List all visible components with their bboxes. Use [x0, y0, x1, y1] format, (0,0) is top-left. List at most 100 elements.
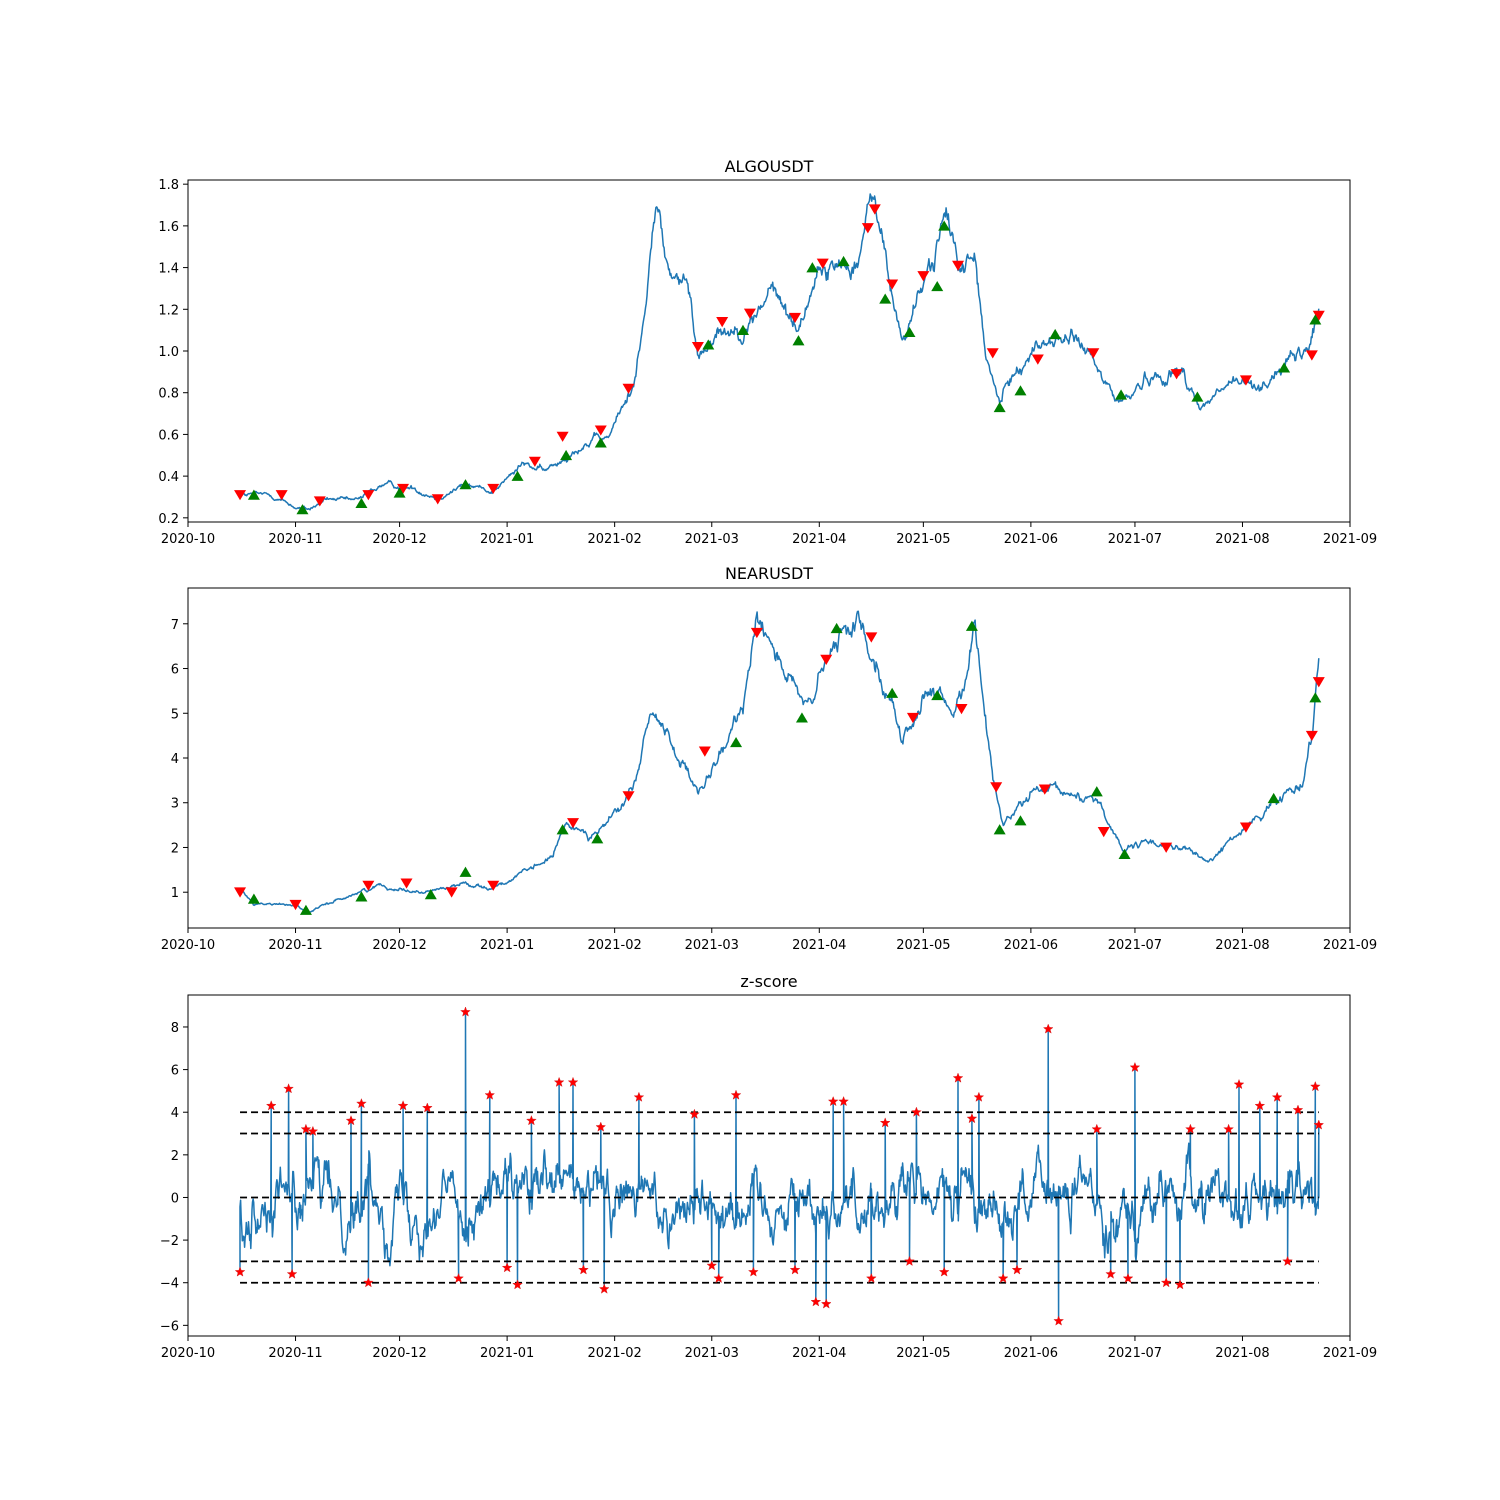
signal-star-marker	[706, 1259, 718, 1271]
signal-star-marker	[1053, 1315, 1065, 1326]
panel-title-algousdt: ALGOUSDT	[725, 157, 814, 176]
signal-star-marker	[512, 1279, 523, 1290]
buy-marker	[931, 280, 944, 292]
x-tick-label: 2020-11	[268, 532, 322, 547]
signal-star-marker	[1129, 1061, 1141, 1073]
signal-star-marker	[397, 1100, 409, 1111]
y-tick-label: 3	[171, 797, 179, 812]
y-tick-label: 1	[171, 886, 179, 901]
x-tick-label: 2021-08	[1215, 1346, 1269, 1361]
x-tick-label: 2021-04	[792, 938, 846, 953]
sell-marker	[567, 818, 580, 829]
sell-marker	[275, 490, 288, 501]
buy-marker	[736, 324, 749, 335]
axes-frame	[187, 587, 1351, 929]
buy-marker	[795, 712, 808, 723]
x-tick-label: 2021-06	[1004, 1346, 1058, 1361]
y-tick-label: 2	[171, 1149, 179, 1164]
signal-star-marker	[1160, 1276, 1172, 1288]
price-series-line	[239, 610, 1320, 914]
y-tick-label: 1.6	[158, 220, 179, 235]
signal-star-marker	[234, 1266, 246, 1277]
signal-star-marker	[827, 1095, 839, 1107]
y-tick-label: 7	[171, 618, 179, 633]
x-tick-label: 2021-05	[896, 938, 950, 953]
buy-marker	[355, 891, 368, 902]
signal-star-marker	[300, 1123, 312, 1134]
y-tick-label: −2	[160, 1234, 179, 1249]
signal-star-marker	[1233, 1078, 1245, 1090]
sell-marker	[397, 483, 410, 495]
y-tick-label: 6	[171, 663, 179, 678]
sell-marker	[917, 271, 930, 282]
x-tick-label: 2021-05	[896, 1346, 950, 1361]
signal-star-marker	[730, 1089, 742, 1100]
signal-star-marker	[966, 1112, 978, 1124]
x-tick-label: 2021-02	[587, 532, 641, 547]
sell-marker	[1305, 730, 1318, 742]
sell-marker	[886, 279, 899, 290]
buy-marker	[393, 487, 406, 498]
signal-star-marker	[1223, 1123, 1235, 1134]
y-tick-label: 0	[171, 1191, 179, 1206]
sell-marker	[865, 632, 878, 643]
x-tick-label: 2020-11	[268, 938, 322, 953]
buy-marker	[993, 401, 1006, 413]
sell-marker	[955, 703, 968, 715]
signal-star-marker	[713, 1272, 725, 1284]
x-tick-label: 2021-08	[1215, 532, 1269, 547]
sell-marker	[716, 317, 729, 328]
buy-marker	[903, 326, 916, 338]
signal-star-marker	[453, 1272, 464, 1284]
sell-marker	[1097, 827, 1110, 838]
signal-star-marker	[421, 1102, 433, 1113]
signal-star-marker	[578, 1264, 589, 1275]
x-tick-label: 2021-07	[1108, 1346, 1162, 1361]
sell-marker	[820, 654, 833, 665]
buy-marker	[1115, 389, 1128, 400]
signal-star-marker	[1042, 1023, 1054, 1034]
signal-star-marker	[865, 1272, 877, 1284]
sell-marker	[750, 627, 763, 639]
x-tick-label: 2020-12	[372, 532, 426, 547]
sell-marker	[691, 342, 704, 353]
sell-marker	[868, 204, 881, 215]
y-tick-label: 0.6	[158, 428, 179, 443]
sell-marker	[487, 880, 500, 891]
sell-marker	[556, 431, 569, 442]
signal-star-marker	[938, 1266, 950, 1277]
y-tick-label: 6	[171, 1064, 179, 1079]
buy-marker	[837, 255, 850, 267]
buy-marker	[879, 293, 892, 304]
y-tick-label: 2	[171, 841, 179, 856]
sell-marker	[1305, 350, 1318, 361]
y-tick-label: −6	[160, 1319, 179, 1334]
nearusdt-panel: NEARUSDT 2020-10 2020-11 2020-12 2021-01 202…	[161, 564, 1377, 953]
sell-marker	[362, 490, 375, 501]
buy-marker	[1309, 314, 1322, 325]
sell-marker	[289, 899, 302, 911]
price-series-line	[239, 193, 1320, 511]
buy-marker	[993, 824, 1006, 835]
buy-marker	[830, 622, 843, 634]
sell-marker	[1031, 354, 1044, 365]
sell-marker	[594, 425, 607, 436]
y-tick-label: 4	[171, 752, 179, 767]
buy-marker	[1118, 848, 1131, 859]
signal-star-marker	[1254, 1100, 1266, 1111]
signal-star-marker	[1313, 1119, 1325, 1130]
sell-marker	[400, 878, 413, 889]
x-tick-label: 2020-10	[161, 938, 215, 953]
x-tick-label: 2020-10	[161, 532, 215, 547]
sell-marker	[952, 260, 965, 271]
y-tick-label: 1.2	[158, 303, 179, 318]
x-tick-label: 2021-09	[1323, 938, 1377, 953]
buy-marker	[296, 504, 309, 515]
buy-marker	[886, 687, 899, 698]
x-tick-label: 2021-02	[587, 1346, 641, 1361]
y-tick-label: 0.8	[158, 387, 179, 402]
sell-marker	[431, 494, 444, 505]
sell-marker	[990, 782, 1003, 793]
buy-marker	[424, 889, 437, 900]
